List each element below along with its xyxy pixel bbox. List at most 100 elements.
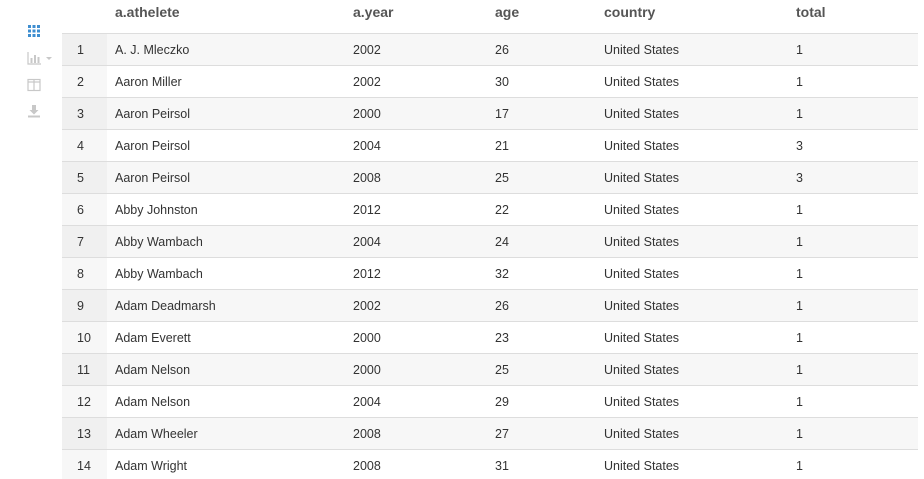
table-header-row: a.athelete a.year age country total (62, 0, 918, 34)
cell-country: United States (604, 225, 796, 258)
split-view-icon[interactable] (27, 78, 57, 96)
row-index: 9 (62, 289, 107, 322)
column-header-year[interactable]: a.year (353, 4, 394, 20)
cell-country: United States (604, 449, 796, 479)
table-row[interactable]: 14 Adam Wright 2008 31 United States 1 (62, 449, 918, 479)
table-row[interactable]: 6 Abby Johnston 2012 22 United States 1 (62, 193, 918, 226)
cell-age: 26 (495, 289, 604, 322)
table-row[interactable]: 9 Adam Deadmarsh 2002 26 United States 1 (62, 289, 918, 322)
cell-total: 1 (796, 449, 918, 479)
cell-country: United States (604, 257, 796, 290)
cell-year: 2002 (353, 289, 495, 322)
cell-total: 1 (796, 97, 918, 130)
column-header-country[interactable]: country (604, 4, 656, 20)
table-row[interactable]: 4 Aaron Peirsol 2004 21 United States 3 (62, 129, 918, 162)
cell-country: United States (604, 417, 796, 450)
table-row[interactable]: 11 Adam Nelson 2000 25 United States 1 (62, 353, 918, 386)
column-header-athelete[interactable]: a.athelete (115, 4, 180, 20)
cell-year: 2000 (353, 97, 495, 130)
cell-country: United States (604, 161, 796, 194)
row-index: 2 (62, 65, 107, 98)
cell-athelete: Adam Wheeler (107, 417, 353, 450)
cell-total: 1 (796, 353, 918, 386)
cell-age: 25 (495, 353, 604, 386)
row-index: 14 (62, 449, 107, 479)
row-index: 10 (62, 321, 107, 354)
column-header-age[interactable]: age (495, 4, 520, 20)
row-index: 3 (62, 97, 107, 130)
row-index: 1 (62, 33, 107, 66)
cell-total: 1 (796, 385, 918, 418)
cell-year: 2004 (353, 225, 495, 258)
cell-age: 31 (495, 449, 604, 479)
cell-athelete: Abby Johnston (107, 193, 353, 226)
row-index: 12 (62, 385, 107, 418)
cell-country: United States (604, 97, 796, 130)
table-row[interactable]: 5 Aaron Peirsol 2008 25 United States 3 (62, 161, 918, 194)
cell-age: 22 (495, 193, 604, 226)
cell-athelete: Abby Wambach (107, 225, 353, 258)
cell-age: 32 (495, 257, 604, 290)
cell-country: United States (604, 33, 796, 66)
cell-athelete: Adam Nelson (107, 353, 353, 386)
cell-age: 25 (495, 161, 604, 194)
table-row[interactable]: 12 Adam Nelson 2004 29 United States 1 (62, 385, 918, 418)
cell-age: 30 (495, 65, 604, 98)
cell-total: 1 (796, 289, 918, 322)
cell-country: United States (604, 129, 796, 162)
cell-year: 2004 (353, 129, 495, 162)
cell-athelete: Adam Deadmarsh (107, 289, 353, 322)
cell-year: 2012 (353, 193, 495, 226)
table-row[interactable]: 2 Aaron Miller 2002 30 United States 1 (62, 65, 918, 98)
column-header-index (62, 0, 107, 34)
results-table-container: a.athelete a.year age country total 1 A. … (62, 0, 918, 479)
chart-view-icon[interactable] (27, 51, 57, 69)
cell-athelete: Aaron Peirsol (107, 97, 353, 130)
cell-age: 21 (495, 129, 604, 162)
row-index: 13 (62, 417, 107, 450)
cell-country: United States (604, 289, 796, 322)
table-body: 1 A. J. Mleczko 2002 26 United States 1 2 Aaron… (62, 33, 918, 479)
column-header-total[interactable]: total (796, 4, 826, 20)
cell-year: 2002 (353, 65, 495, 98)
table-row[interactable]: 10 Adam Everett 2000 23 United States 1 (62, 321, 918, 354)
table-row[interactable]: 1 A. J. Mleczko 2002 26 United States 1 (62, 33, 918, 66)
cell-year: 2008 (353, 449, 495, 479)
cell-age: 24 (495, 225, 604, 258)
cell-year: 2008 (353, 161, 495, 194)
cell-athelete: Adam Everett (107, 321, 353, 354)
table-row[interactable]: 3 Aaron Peirsol 2000 17 United States 1 (62, 97, 918, 130)
cell-country: United States (604, 321, 796, 354)
cell-total: 1 (796, 417, 918, 450)
cell-athelete: Adam Wright (107, 449, 353, 479)
cell-athelete: Aaron Peirsol (107, 129, 353, 162)
cell-age: 29 (495, 385, 604, 418)
row-index: 7 (62, 225, 107, 258)
cell-year: 2012 (353, 257, 495, 290)
cell-country: United States (604, 385, 796, 418)
cell-athelete: A. J. Mleczko (107, 33, 353, 66)
table-view-icon[interactable] (27, 24, 57, 42)
cell-total: 3 (796, 161, 918, 194)
cell-athelete: Abby Wambach (107, 257, 353, 290)
cell-total: 1 (796, 193, 918, 226)
cell-age: 17 (495, 97, 604, 130)
table-row[interactable]: 13 Adam Wheeler 2008 27 United States 1 (62, 417, 918, 450)
row-index: 11 (62, 353, 107, 386)
cell-athelete: Adam Nelson (107, 385, 353, 418)
cell-age: 27 (495, 417, 604, 450)
cell-country: United States (604, 353, 796, 386)
cell-age: 23 (495, 321, 604, 354)
view-toolbar (0, 0, 62, 479)
cell-total: 1 (796, 225, 918, 258)
table-row[interactable]: 7 Abby Wambach 2004 24 United States 1 (62, 225, 918, 258)
cell-year: 2004 (353, 385, 495, 418)
cell-year: 2000 (353, 321, 495, 354)
table-row[interactable]: 8 Abby Wambach 2012 32 United States 1 (62, 257, 918, 290)
cell-total: 1 (796, 65, 918, 98)
cell-athelete: Aaron Miller (107, 65, 353, 98)
row-index: 6 (62, 193, 107, 226)
row-index: 4 (62, 129, 107, 162)
download-icon[interactable] (27, 104, 57, 122)
